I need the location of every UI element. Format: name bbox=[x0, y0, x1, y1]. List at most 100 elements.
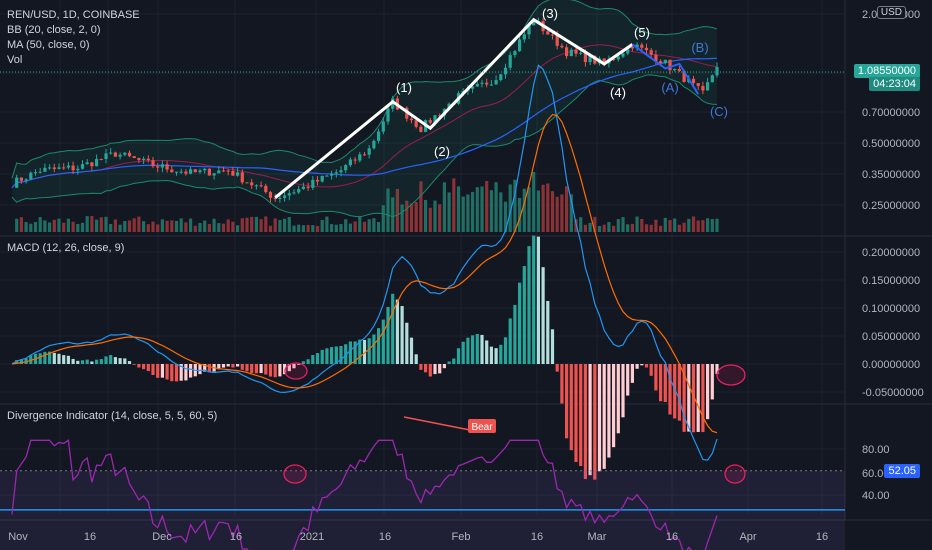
macd-histogram-bar bbox=[311, 354, 315, 364]
volume-bar bbox=[95, 219, 99, 232]
bear-divergence-line bbox=[403, 416, 471, 431]
volume-bar bbox=[706, 218, 710, 232]
macd-histogram-bar bbox=[480, 334, 484, 364]
wave-label: (A) bbox=[661, 80, 678, 95]
candle-body bbox=[15, 177, 19, 188]
candle-body bbox=[475, 83, 479, 87]
vol-legend[interactable]: Vol bbox=[7, 54, 23, 66]
div-legend: Divergence Indicator (14, close, 5, 5, 6… bbox=[7, 409, 217, 424]
volume-bar bbox=[560, 194, 564, 232]
volume-bar bbox=[668, 220, 672, 232]
macd-title[interactable]: MACD (12, 26, close, 9) bbox=[7, 242, 125, 254]
macd-histogram-bar bbox=[207, 364, 211, 373]
volume-bar bbox=[287, 217, 291, 232]
macd-histogram-bar bbox=[292, 364, 296, 369]
volume-bar bbox=[146, 224, 150, 232]
macd-histogram-bar bbox=[353, 341, 357, 364]
volume-bar bbox=[588, 222, 592, 232]
volume-bar bbox=[99, 217, 103, 232]
x-tick-label: 16 bbox=[666, 531, 678, 543]
macd-histogram-bar bbox=[273, 364, 277, 378]
highlight-ellipse bbox=[283, 464, 307, 484]
candle-body bbox=[142, 158, 146, 161]
candle-body bbox=[217, 170, 221, 174]
macd-histogram-bar bbox=[344, 344, 348, 364]
volume-bar bbox=[52, 219, 56, 232]
y-tick-label: 60.00 bbox=[862, 468, 890, 480]
candle-body bbox=[306, 186, 310, 188]
candle-body bbox=[240, 172, 244, 183]
macd-histogram-bar bbox=[644, 364, 649, 368]
macd-histogram-bar bbox=[673, 364, 677, 419]
macd-histogram-bar bbox=[405, 322, 409, 364]
y-tick-label: 0.15000000 bbox=[862, 275, 920, 287]
macd-histogram-bar bbox=[682, 364, 686, 432]
macd-histogram-bar bbox=[391, 293, 395, 364]
y-tick-label: 0.70000000 bbox=[862, 107, 920, 119]
highlight-ellipse bbox=[716, 364, 746, 386]
volume-bar bbox=[283, 218, 287, 232]
y-tick-label: 80.00 bbox=[862, 444, 890, 456]
symbol-title[interactable]: REN/USD, 1D, COINBASE bbox=[7, 9, 140, 21]
candle-body bbox=[48, 167, 52, 169]
volume-bar bbox=[236, 225, 240, 232]
ma-legend[interactable]: MA (50, close, 0) bbox=[7, 39, 90, 51]
candle-body bbox=[668, 59, 672, 71]
macd-legend: MACD (12, 26, close, 9) bbox=[7, 241, 124, 256]
macd-histogram-bar bbox=[203, 364, 207, 372]
candle-body bbox=[151, 160, 155, 167]
candle-body bbox=[583, 52, 587, 63]
volume-bar bbox=[320, 219, 324, 232]
volume-bar bbox=[231, 221, 235, 232]
volume-bar bbox=[508, 184, 512, 232]
macd-histogram-bar bbox=[156, 364, 160, 378]
macd-histogram-bar bbox=[485, 340, 489, 364]
macd-histogram-bar bbox=[170, 364, 174, 382]
divergence-title[interactable]: Divergence Indicator (14, close, 5, 5, 6… bbox=[7, 410, 218, 422]
candle-body bbox=[104, 153, 108, 160]
macd-histogram-bar bbox=[569, 364, 573, 451]
macd-histogram-bar bbox=[306, 359, 310, 364]
candle-body bbox=[419, 126, 423, 132]
x-tick-label: Apr bbox=[739, 531, 756, 543]
candle-body bbox=[330, 173, 334, 176]
volume-bar bbox=[142, 221, 146, 232]
candle-body bbox=[283, 195, 287, 198]
macd-histogram-bar bbox=[560, 364, 564, 404]
macd-histogram-bar bbox=[550, 329, 555, 364]
volume-bar bbox=[456, 186, 461, 232]
macd-histogram-bar bbox=[626, 364, 630, 396]
macd-histogram-bar bbox=[527, 246, 531, 364]
volume-bar bbox=[377, 222, 381, 232]
volume-bar bbox=[503, 201, 508, 232]
volume-bar bbox=[358, 216, 362, 232]
macd-histogram-bar bbox=[174, 364, 179, 382]
currency-badge[interactable]: USD bbox=[876, 6, 906, 19]
x-tick-label: Nov bbox=[8, 531, 28, 543]
candle-body bbox=[137, 158, 141, 161]
macd-histogram-bar bbox=[597, 364, 602, 472]
volume-bar bbox=[471, 191, 475, 232]
volume-bar bbox=[673, 218, 677, 232]
macd-histogram-bar bbox=[659, 364, 663, 402]
macd-histogram-bar bbox=[325, 348, 329, 364]
x-tick-label: 16 bbox=[230, 531, 242, 543]
macd-histogram-bar bbox=[621, 364, 625, 418]
volume-bar bbox=[311, 225, 315, 232]
volume-bar bbox=[367, 219, 371, 232]
macd-histogram-bar bbox=[419, 364, 423, 370]
macd-histogram-bar bbox=[475, 334, 479, 364]
macd-histogram-bar bbox=[367, 338, 371, 364]
candle-body bbox=[207, 168, 211, 176]
candle-body bbox=[160, 164, 164, 168]
y-tick-label: 0.05000000 bbox=[862, 331, 920, 343]
macd-histogram-bar bbox=[15, 360, 19, 364]
volume-bar bbox=[691, 216, 696, 232]
volume-bar bbox=[80, 222, 85, 232]
candle-body bbox=[320, 175, 324, 182]
candle-body bbox=[353, 159, 357, 161]
bb-legend[interactable]: BB (20, close, 2, 0) bbox=[7, 24, 101, 36]
macd-histogram-bar bbox=[508, 318, 512, 364]
signal-line bbox=[11, 113, 718, 434]
